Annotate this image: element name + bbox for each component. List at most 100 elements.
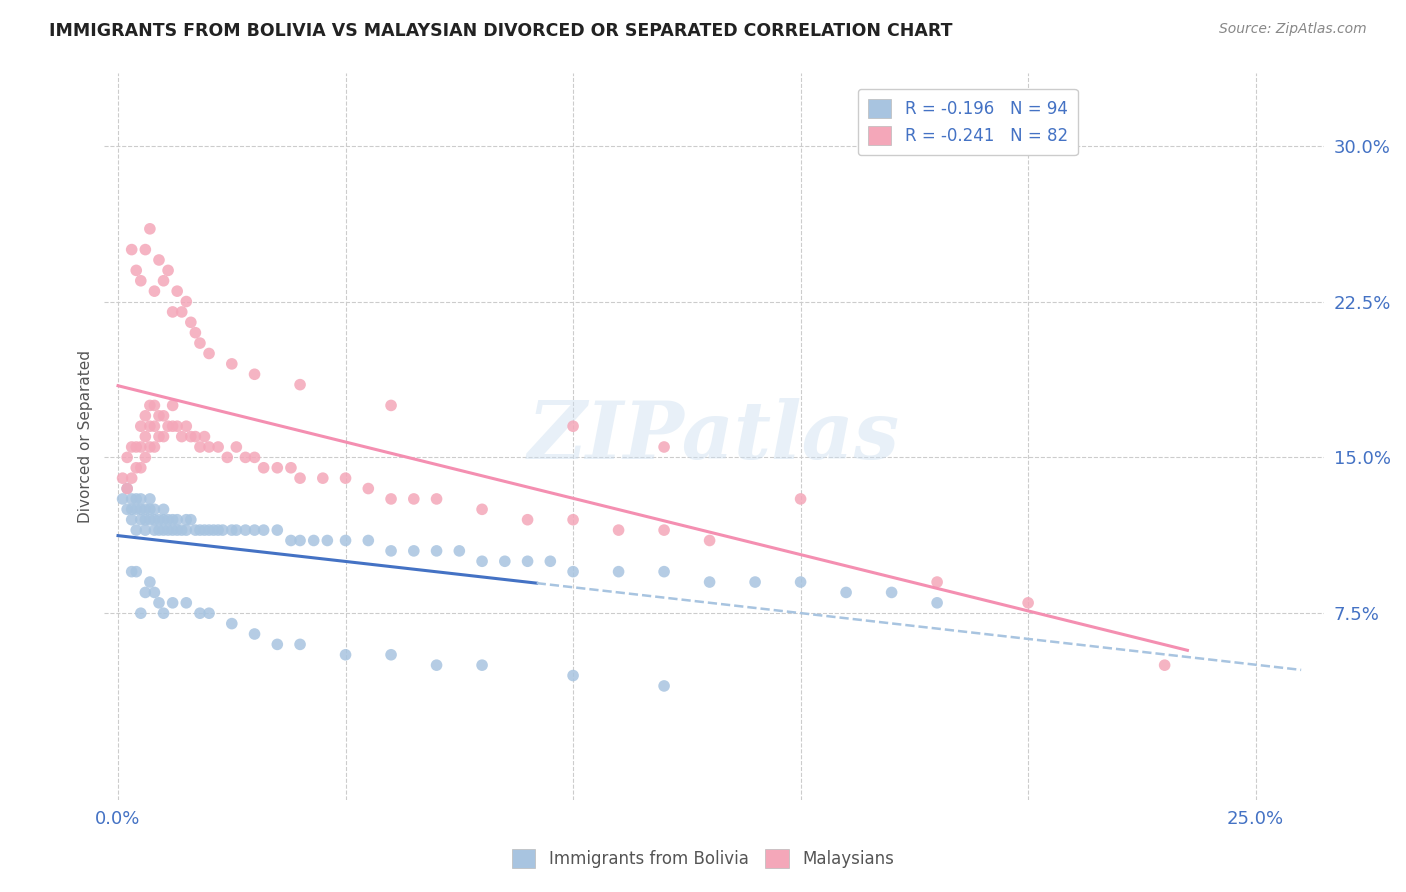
Point xyxy=(280,533,302,548)
Point xyxy=(166,284,188,298)
Legend: Immigrants from Bolivia, Malaysians: Immigrants from Bolivia, Malaysians xyxy=(506,842,900,875)
Point xyxy=(198,523,221,537)
Point xyxy=(652,679,675,693)
Point xyxy=(562,419,585,434)
Point xyxy=(288,377,311,392)
Point xyxy=(235,523,257,537)
Point xyxy=(253,523,276,537)
Point xyxy=(516,554,538,568)
Point xyxy=(652,565,675,579)
Point xyxy=(193,523,215,537)
Point xyxy=(927,596,949,610)
Point xyxy=(121,491,143,506)
Text: ZIPatlas: ZIPatlas xyxy=(529,398,900,475)
Point xyxy=(148,596,170,610)
Point xyxy=(302,533,325,548)
Point xyxy=(134,523,156,537)
Point xyxy=(121,243,143,257)
Point xyxy=(380,491,402,506)
Point xyxy=(121,513,143,527)
Point xyxy=(607,565,630,579)
Point xyxy=(162,399,184,413)
Point xyxy=(516,513,538,527)
Point xyxy=(789,491,811,506)
Point xyxy=(152,502,174,516)
Point xyxy=(148,409,170,423)
Point xyxy=(184,429,207,443)
Point xyxy=(143,523,166,537)
Point xyxy=(402,544,425,558)
Point xyxy=(652,440,675,454)
Point xyxy=(198,606,221,620)
Point xyxy=(152,523,174,537)
Point xyxy=(134,513,156,527)
Point xyxy=(148,252,170,267)
Point xyxy=(162,596,184,610)
Point xyxy=(170,523,193,537)
Point xyxy=(143,419,166,434)
Point xyxy=(174,294,197,309)
Point xyxy=(266,637,288,651)
Y-axis label: Divorced or Separated: Divorced or Separated xyxy=(79,350,93,523)
Point xyxy=(170,305,193,319)
Point xyxy=(280,460,302,475)
Point xyxy=(121,565,143,579)
Point xyxy=(111,471,134,485)
Point xyxy=(188,336,211,351)
Point xyxy=(211,523,233,537)
Point xyxy=(139,419,162,434)
Point xyxy=(125,440,148,454)
Point xyxy=(471,658,494,673)
Point xyxy=(139,513,162,527)
Point xyxy=(143,513,166,527)
Point xyxy=(316,533,339,548)
Point xyxy=(139,222,162,236)
Point xyxy=(198,440,221,454)
Point xyxy=(193,429,215,443)
Point xyxy=(288,533,311,548)
Point xyxy=(174,513,197,527)
Point xyxy=(225,440,247,454)
Point xyxy=(115,502,138,516)
Point xyxy=(148,513,170,527)
Point xyxy=(184,326,207,340)
Point xyxy=(180,315,202,329)
Point xyxy=(699,575,721,590)
Point xyxy=(288,637,311,651)
Point xyxy=(188,523,211,537)
Point xyxy=(134,409,156,423)
Point xyxy=(134,243,156,257)
Point xyxy=(380,544,402,558)
Point xyxy=(402,491,425,506)
Point xyxy=(266,523,288,537)
Point xyxy=(139,491,162,506)
Point xyxy=(927,575,949,590)
Point xyxy=(125,460,148,475)
Point xyxy=(157,523,180,537)
Point xyxy=(129,502,152,516)
Point xyxy=(243,627,266,641)
Point xyxy=(125,523,148,537)
Point xyxy=(139,440,162,454)
Point xyxy=(162,305,184,319)
Point xyxy=(129,491,152,506)
Point xyxy=(253,460,276,475)
Point xyxy=(129,460,152,475)
Point xyxy=(180,513,202,527)
Point xyxy=(471,502,494,516)
Point xyxy=(139,502,162,516)
Point xyxy=(335,533,357,548)
Point xyxy=(562,668,585,682)
Point xyxy=(221,616,243,631)
Point xyxy=(174,596,197,610)
Point xyxy=(380,399,402,413)
Text: Source: ZipAtlas.com: Source: ZipAtlas.com xyxy=(1219,22,1367,37)
Point xyxy=(562,513,585,527)
Point xyxy=(134,429,156,443)
Point xyxy=(152,606,174,620)
Point xyxy=(125,491,148,506)
Point xyxy=(1153,658,1175,673)
Point xyxy=(835,585,858,599)
Point xyxy=(129,419,152,434)
Point xyxy=(471,554,494,568)
